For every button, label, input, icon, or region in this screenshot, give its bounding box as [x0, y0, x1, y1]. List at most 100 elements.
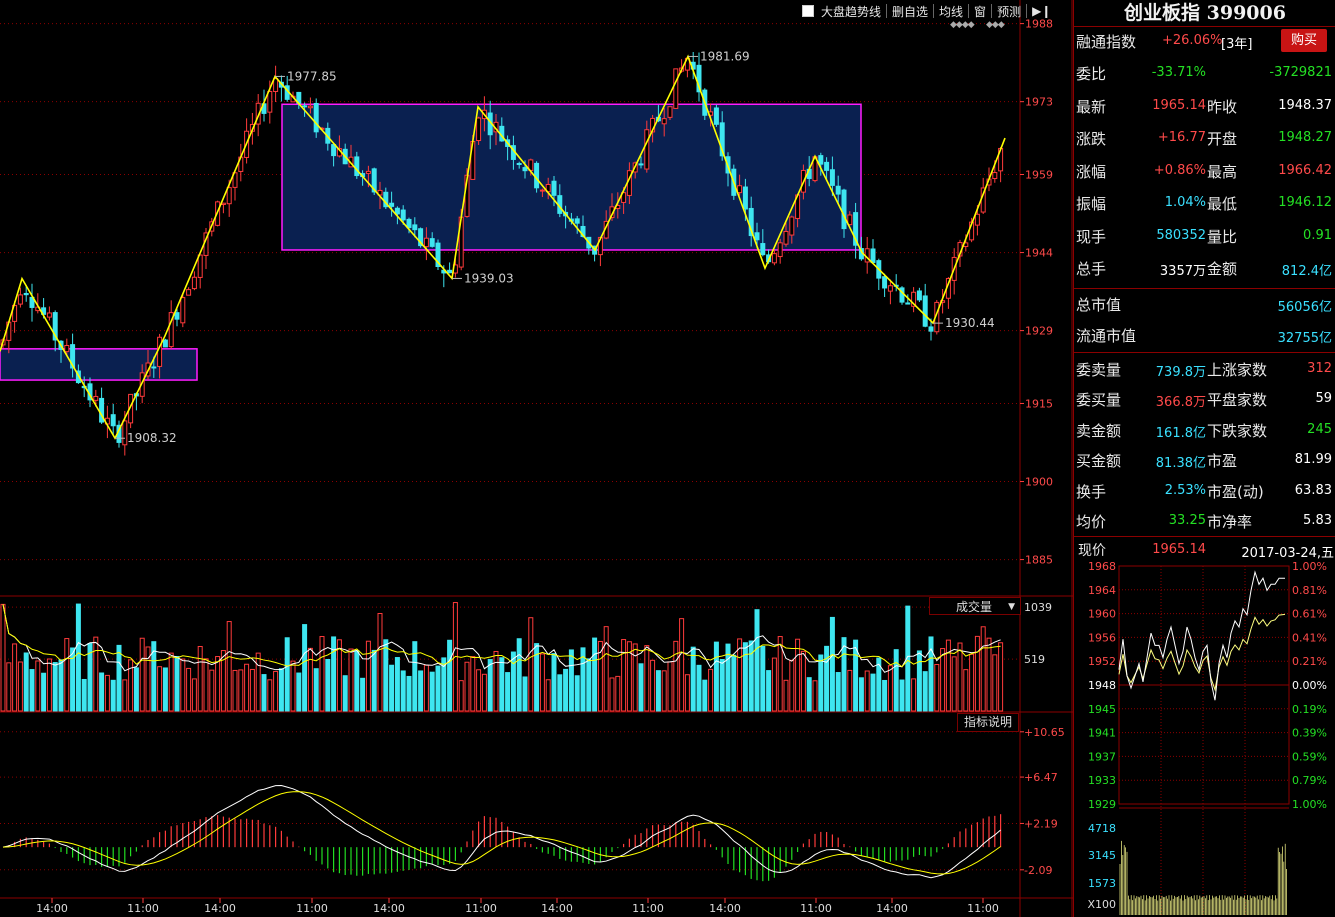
volume-bar[interactable]: [35, 660, 41, 712]
volume-bar[interactable]: [690, 646, 696, 712]
candle-body[interactable]: [748, 207, 754, 237]
volume-bar[interactable]: [406, 675, 412, 712]
volume-bar[interactable]: [226, 621, 232, 712]
candle-body[interactable]: [371, 168, 377, 193]
candle-body[interactable]: [522, 167, 528, 172]
volume-bar[interactable]: [818, 654, 824, 712]
volume-bar[interactable]: [621, 639, 627, 712]
volume-bar[interactable]: [244, 663, 250, 712]
candle-body[interactable]: [922, 295, 928, 327]
volume-bar[interactable]: [151, 641, 157, 712]
candle-body[interactable]: [186, 289, 192, 296]
volume-bar[interactable]: [203, 658, 209, 712]
candle-body[interactable]: [365, 170, 371, 174]
volume-bar[interactable]: [302, 624, 308, 712]
volume-bar[interactable]: [737, 638, 743, 712]
toolbar-trend-line[interactable]: 大盘趋势线: [821, 4, 882, 19]
candle-body[interactable]: [887, 285, 893, 292]
volume-bar[interactable]: [969, 653, 975, 712]
volume-bar[interactable]: [916, 650, 922, 712]
volume-bar[interactable]: [586, 658, 592, 712]
volume-bar[interactable]: [278, 668, 284, 712]
volume-bar[interactable]: [487, 659, 493, 712]
volume-bar[interactable]: [116, 644, 122, 712]
volume-bar[interactable]: [365, 640, 371, 712]
volume-bar[interactable]: [64, 638, 70, 712]
candle-body[interactable]: [974, 213, 980, 226]
candle-body[interactable]: [777, 242, 783, 258]
volume-bar[interactable]: [847, 669, 853, 712]
volume-bar[interactable]: [626, 641, 632, 712]
candle-body[interactable]: [307, 105, 313, 109]
volume-bar[interactable]: [841, 637, 847, 712]
volume-bar[interactable]: [186, 667, 192, 712]
volume-bar[interactable]: [75, 603, 81, 712]
volume-bars[interactable]: [0, 602, 1004, 712]
volume-bar[interactable]: [6, 662, 12, 712]
candle-body[interactable]: [476, 117, 482, 142]
volume-bar[interactable]: [911, 678, 917, 712]
volume-bar[interactable]: [557, 674, 563, 712]
volume-bar[interactable]: [168, 652, 174, 712]
volume-bar[interactable]: [754, 609, 760, 712]
skip-arrow-icon[interactable]: ▶❙: [1032, 4, 1052, 18]
candle-body[interactable]: [905, 302, 911, 305]
volume-bar[interactable]: [661, 670, 667, 712]
candle-body[interactable]: [151, 366, 157, 369]
volume-bar[interactable]: [261, 674, 267, 712]
candle-body[interactable]: [882, 276, 888, 289]
candle-body[interactable]: [870, 248, 876, 264]
volume-bar[interactable]: [389, 664, 395, 712]
volume-bar[interactable]: [742, 642, 748, 712]
candle-body[interactable]: [64, 344, 70, 353]
volume-bar[interactable]: [539, 653, 545, 712]
candle-body[interactable]: [916, 290, 922, 301]
volume-bar[interactable]: [209, 669, 215, 712]
candle-body[interactable]: [302, 105, 308, 108]
volume-bar[interactable]: [215, 656, 221, 712]
volume-bar[interactable]: [940, 648, 946, 712]
volume-bar[interactable]: [632, 643, 638, 712]
candle-body[interactable]: [853, 212, 859, 246]
volume-bar[interactable]: [499, 657, 505, 712]
volume-bar[interactable]: [93, 636, 99, 712]
volume-bar[interactable]: [679, 618, 685, 712]
candle-body[interactable]: [719, 122, 725, 157]
candle-body[interactable]: [713, 107, 719, 125]
volume-bar[interactable]: [771, 657, 777, 712]
volume-bar[interactable]: [951, 656, 957, 712]
volume-bar[interactable]: [458, 680, 464, 712]
candle-body[interactable]: [551, 180, 557, 196]
volume-bar[interactable]: [383, 639, 389, 712]
candle-body[interactable]: [70, 344, 76, 369]
volume-bar[interactable]: [481, 673, 487, 712]
candle-body[interactable]: [394, 207, 400, 215]
candle-body[interactable]: [191, 276, 197, 290]
candle-body[interactable]: [696, 64, 702, 93]
candle-body[interactable]: [754, 232, 760, 241]
indicator-help-button[interactable]: 指标说明: [957, 713, 1019, 732]
volume-bar[interactable]: [963, 669, 969, 712]
volume-bar[interactable]: [296, 672, 302, 712]
volume-bar[interactable]: [777, 636, 783, 712]
volume-bar[interactable]: [81, 678, 87, 712]
volume-bar[interactable]: [592, 637, 598, 712]
volume-bar[interactable]: [545, 679, 551, 712]
volume-bar[interactable]: [12, 643, 18, 712]
volume-bar[interactable]: [133, 667, 139, 712]
volume-bar[interactable]: [441, 657, 447, 712]
volume-bar[interactable]: [354, 650, 360, 712]
candle-body[interactable]: [829, 169, 835, 186]
candle-body[interactable]: [638, 163, 644, 166]
candle-body[interactable]: [818, 155, 824, 165]
candle-body[interactable]: [174, 312, 180, 320]
volume-bar[interactable]: [551, 653, 557, 712]
candle-body[interactable]: [423, 237, 429, 248]
volume-bar[interactable]: [400, 670, 406, 712]
volume-bar[interactable]: [655, 670, 661, 712]
candle-body[interactable]: [180, 297, 186, 324]
toolbar-forecast[interactable]: 预测: [997, 4, 1022, 19]
candle-body[interactable]: [139, 372, 145, 397]
volume-bar[interactable]: [58, 659, 64, 712]
candle-body[interactable]: [23, 292, 29, 296]
